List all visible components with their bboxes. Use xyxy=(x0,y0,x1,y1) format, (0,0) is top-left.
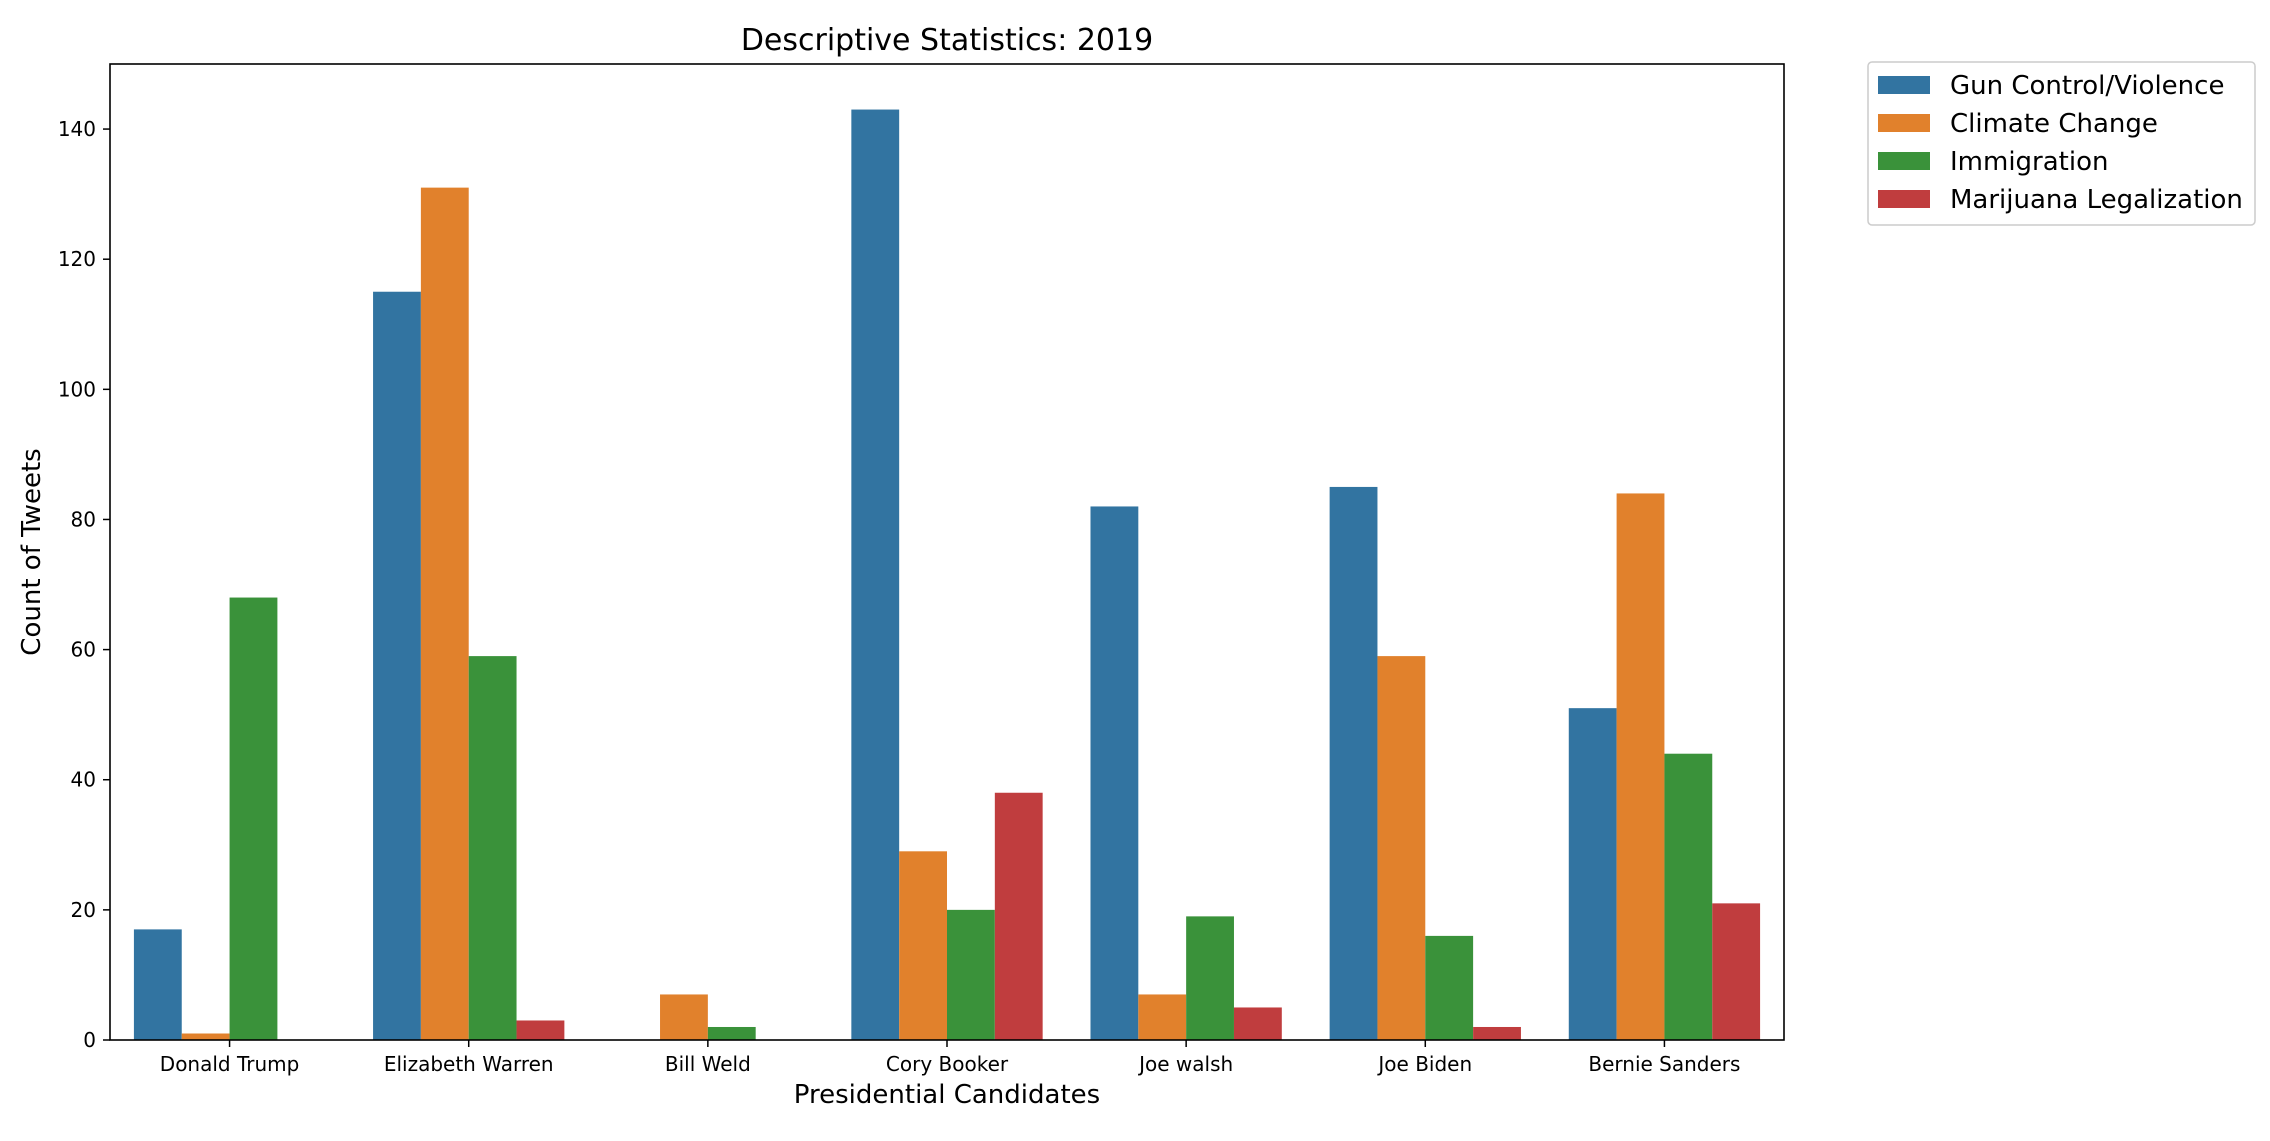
legend-label-marijuana-legalization: Marijuana Legalization xyxy=(1950,185,2243,215)
x-ticks: Donald Trump Elizabeth Warren Bill Weld Cor… xyxy=(160,1040,1740,1076)
legend-swatch-climate-change xyxy=(1878,114,1930,132)
x-tick-label: Bernie Sanders xyxy=(1588,1052,1740,1076)
axes-layer: 0 20 40 60 80 100 120 140 Donald Trump Elizabeth… xyxy=(58,63,1785,1076)
bar-joe-biden-marijuana-legalization xyxy=(1473,1026,1521,1040)
bar-joe-biden-climate-change xyxy=(1377,656,1426,1040)
legend-label-immigration: Immigration xyxy=(1950,147,2108,177)
bar-bill-weld-climate-change xyxy=(660,994,708,1040)
legend-label-gun-control-violence: Gun Control/Violence xyxy=(1950,71,2224,101)
legend-swatch-marijuana-legalization xyxy=(1878,190,1930,208)
bar-bernie-sanders-marijuana-legalization xyxy=(1712,903,1761,1040)
y-tick-label: 120 xyxy=(58,247,96,271)
y-tick-label: 100 xyxy=(58,377,96,401)
bar-joe-walsh-marijuana-legalization xyxy=(1233,1007,1282,1040)
bar-joe-walsh-gun-control-violence xyxy=(1090,506,1139,1040)
x-tick-label: Elizabeth Warren xyxy=(384,1052,554,1076)
x-axis-label: Presidential Candidates xyxy=(794,1080,1100,1110)
bar-elizabeth-warren-climate-change xyxy=(420,187,469,1041)
legend-items: Gun Control/Violence Climate Change Immigr… xyxy=(1878,71,2243,215)
x-tick-label: Cory Booker xyxy=(886,1052,1009,1076)
x-tick-label: Joe walsh xyxy=(1137,1052,1233,1076)
bar-bernie-sanders-immigration xyxy=(1664,753,1713,1040)
bar-elizabeth-warren-marijuana-legalization xyxy=(516,1020,565,1040)
legend-swatch-immigration xyxy=(1878,152,1930,170)
legend-swatch-gun-control-violence xyxy=(1878,76,1930,94)
y-tick-label: 20 xyxy=(71,898,96,922)
bar-joe-walsh-immigration xyxy=(1186,916,1234,1040)
bar-cory-booker-climate-change xyxy=(899,851,947,1040)
legend: Gun Control/Violence Climate Change Immigr… xyxy=(1867,61,2256,226)
bar-joe-biden-gun-control-violence xyxy=(1329,486,1378,1040)
x-tick-label: Donald Trump xyxy=(160,1052,300,1076)
bar-bernie-sanders-climate-change xyxy=(1616,493,1665,1040)
bars-layer xyxy=(133,109,1761,1041)
bar-cory-booker-marijuana-legalization xyxy=(994,792,1043,1040)
bar-donald-trump-climate-change xyxy=(181,1033,230,1040)
x-tick-label: Joe Biden xyxy=(1376,1052,1472,1076)
bar-bill-weld-immigration xyxy=(707,1026,756,1040)
y-ticks: 0 20 40 60 80 100 120 140 xyxy=(58,117,110,1052)
bar-cory-booker-gun-control-violence xyxy=(851,109,900,1040)
legend-label-climate-change: Climate Change xyxy=(1950,109,2158,139)
y-tick-label: 40 xyxy=(71,768,96,792)
y-tick-label: 140 xyxy=(58,117,96,141)
x-tick-label: Bill Weld xyxy=(665,1052,751,1076)
bar-joe-biden-immigration xyxy=(1425,935,1474,1040)
y-tick-label: 0 xyxy=(83,1028,96,1052)
bar-bernie-sanders-gun-control-violence xyxy=(1568,708,1617,1040)
bar-elizabeth-warren-gun-control-violence xyxy=(373,291,421,1040)
bar-donald-trump-immigration xyxy=(229,597,278,1040)
chart-title: Descriptive Statistics: 2019 xyxy=(741,23,1153,58)
y-tick-label: 60 xyxy=(71,638,96,662)
bar-joe-walsh-climate-change xyxy=(1138,994,1187,1040)
bar-cory-booker-immigration xyxy=(947,909,995,1040)
bar-elizabeth-warren-immigration xyxy=(468,656,517,1040)
bar-donald-trump-gun-control-violence xyxy=(133,929,182,1040)
y-tick-label: 80 xyxy=(71,507,96,531)
y-axis-label: Count of Tweets xyxy=(17,448,47,655)
legend-box xyxy=(1867,61,2256,226)
